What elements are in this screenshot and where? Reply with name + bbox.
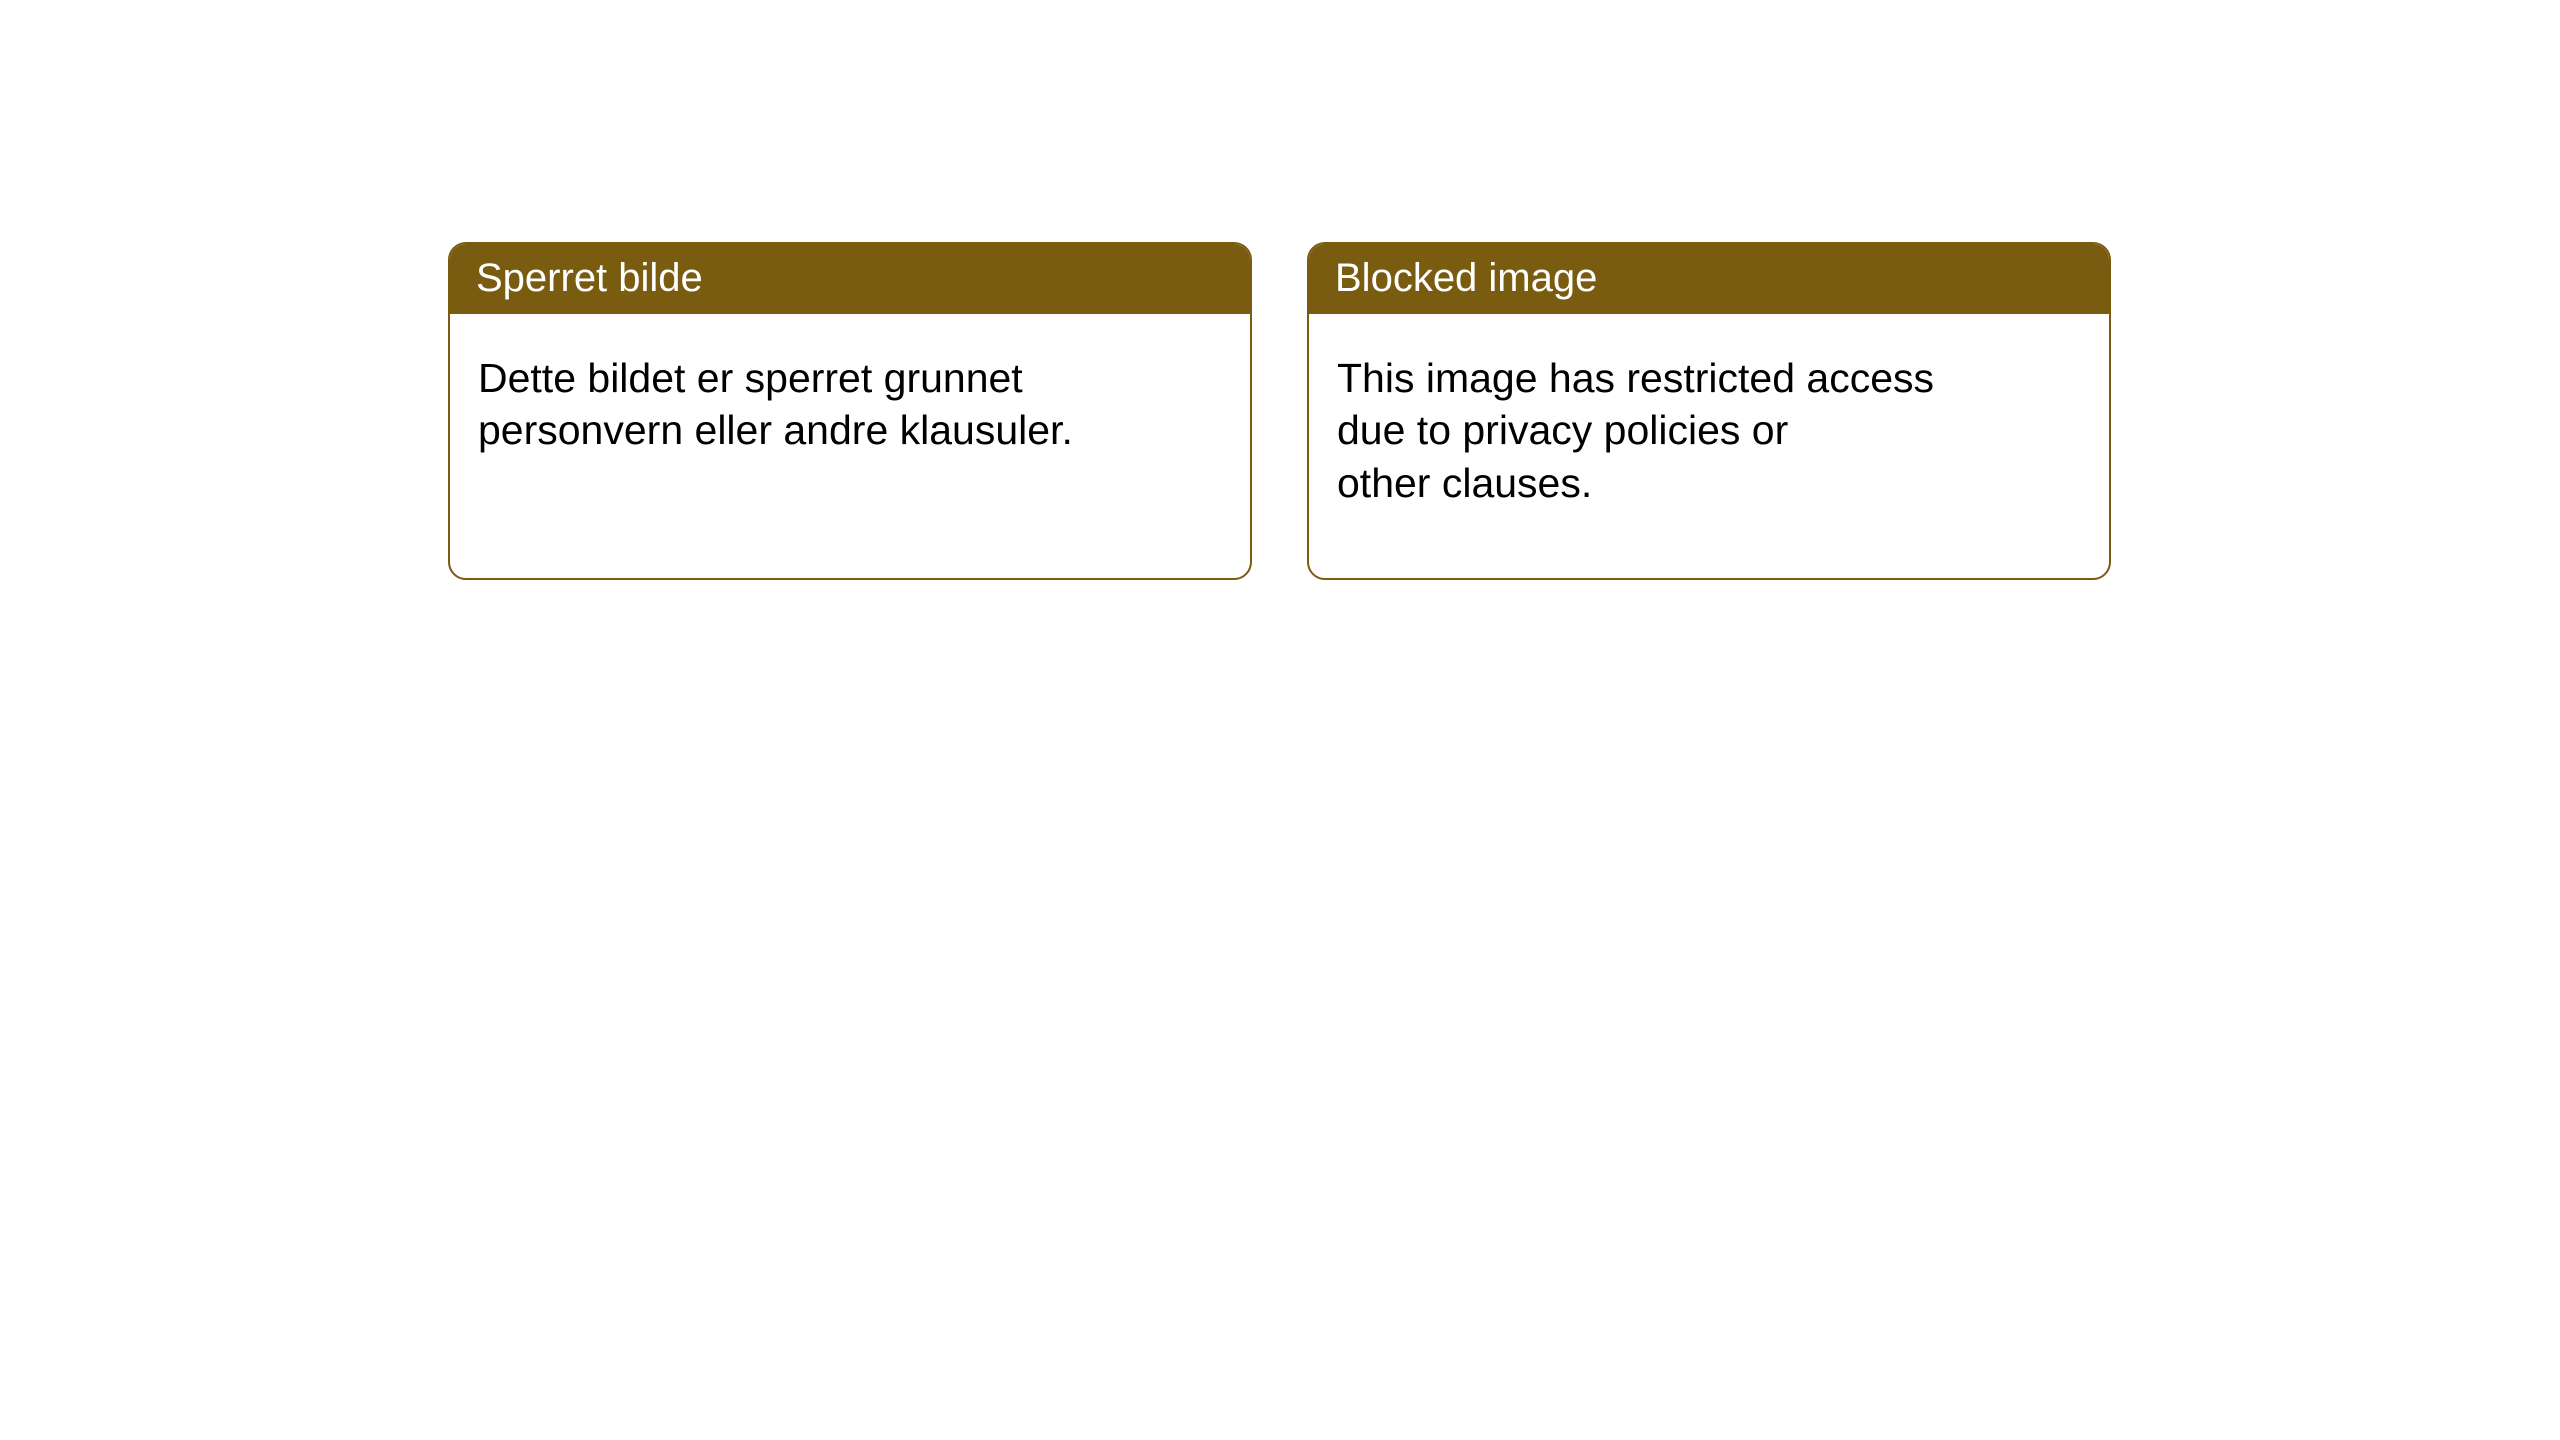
card-title-norwegian: Sperret bilde bbox=[476, 256, 703, 300]
card-body-line: other clauses. bbox=[1337, 457, 2081, 509]
notice-card-english: Blocked image This image has restricted … bbox=[1307, 242, 2111, 580]
notice-card-norwegian: Sperret bilde Dette bildet er sperret gr… bbox=[448, 242, 1252, 580]
card-body-norwegian: Dette bildet er sperret grunnet personve… bbox=[450, 314, 1250, 495]
card-body-line: This image has restricted access bbox=[1337, 352, 2081, 404]
card-body-line: Dette bildet er sperret grunnet bbox=[478, 352, 1222, 404]
card-header-norwegian: Sperret bilde bbox=[450, 244, 1250, 314]
card-title-english: Blocked image bbox=[1335, 256, 1597, 300]
notice-container: Sperret bilde Dette bildet er sperret gr… bbox=[448, 242, 2111, 580]
card-body-line: personvern eller andre klausuler. bbox=[478, 404, 1222, 456]
card-body-line: due to privacy policies or bbox=[1337, 404, 2081, 456]
card-body-english: This image has restricted access due to … bbox=[1309, 314, 2109, 547]
card-header-english: Blocked image bbox=[1309, 244, 2109, 314]
